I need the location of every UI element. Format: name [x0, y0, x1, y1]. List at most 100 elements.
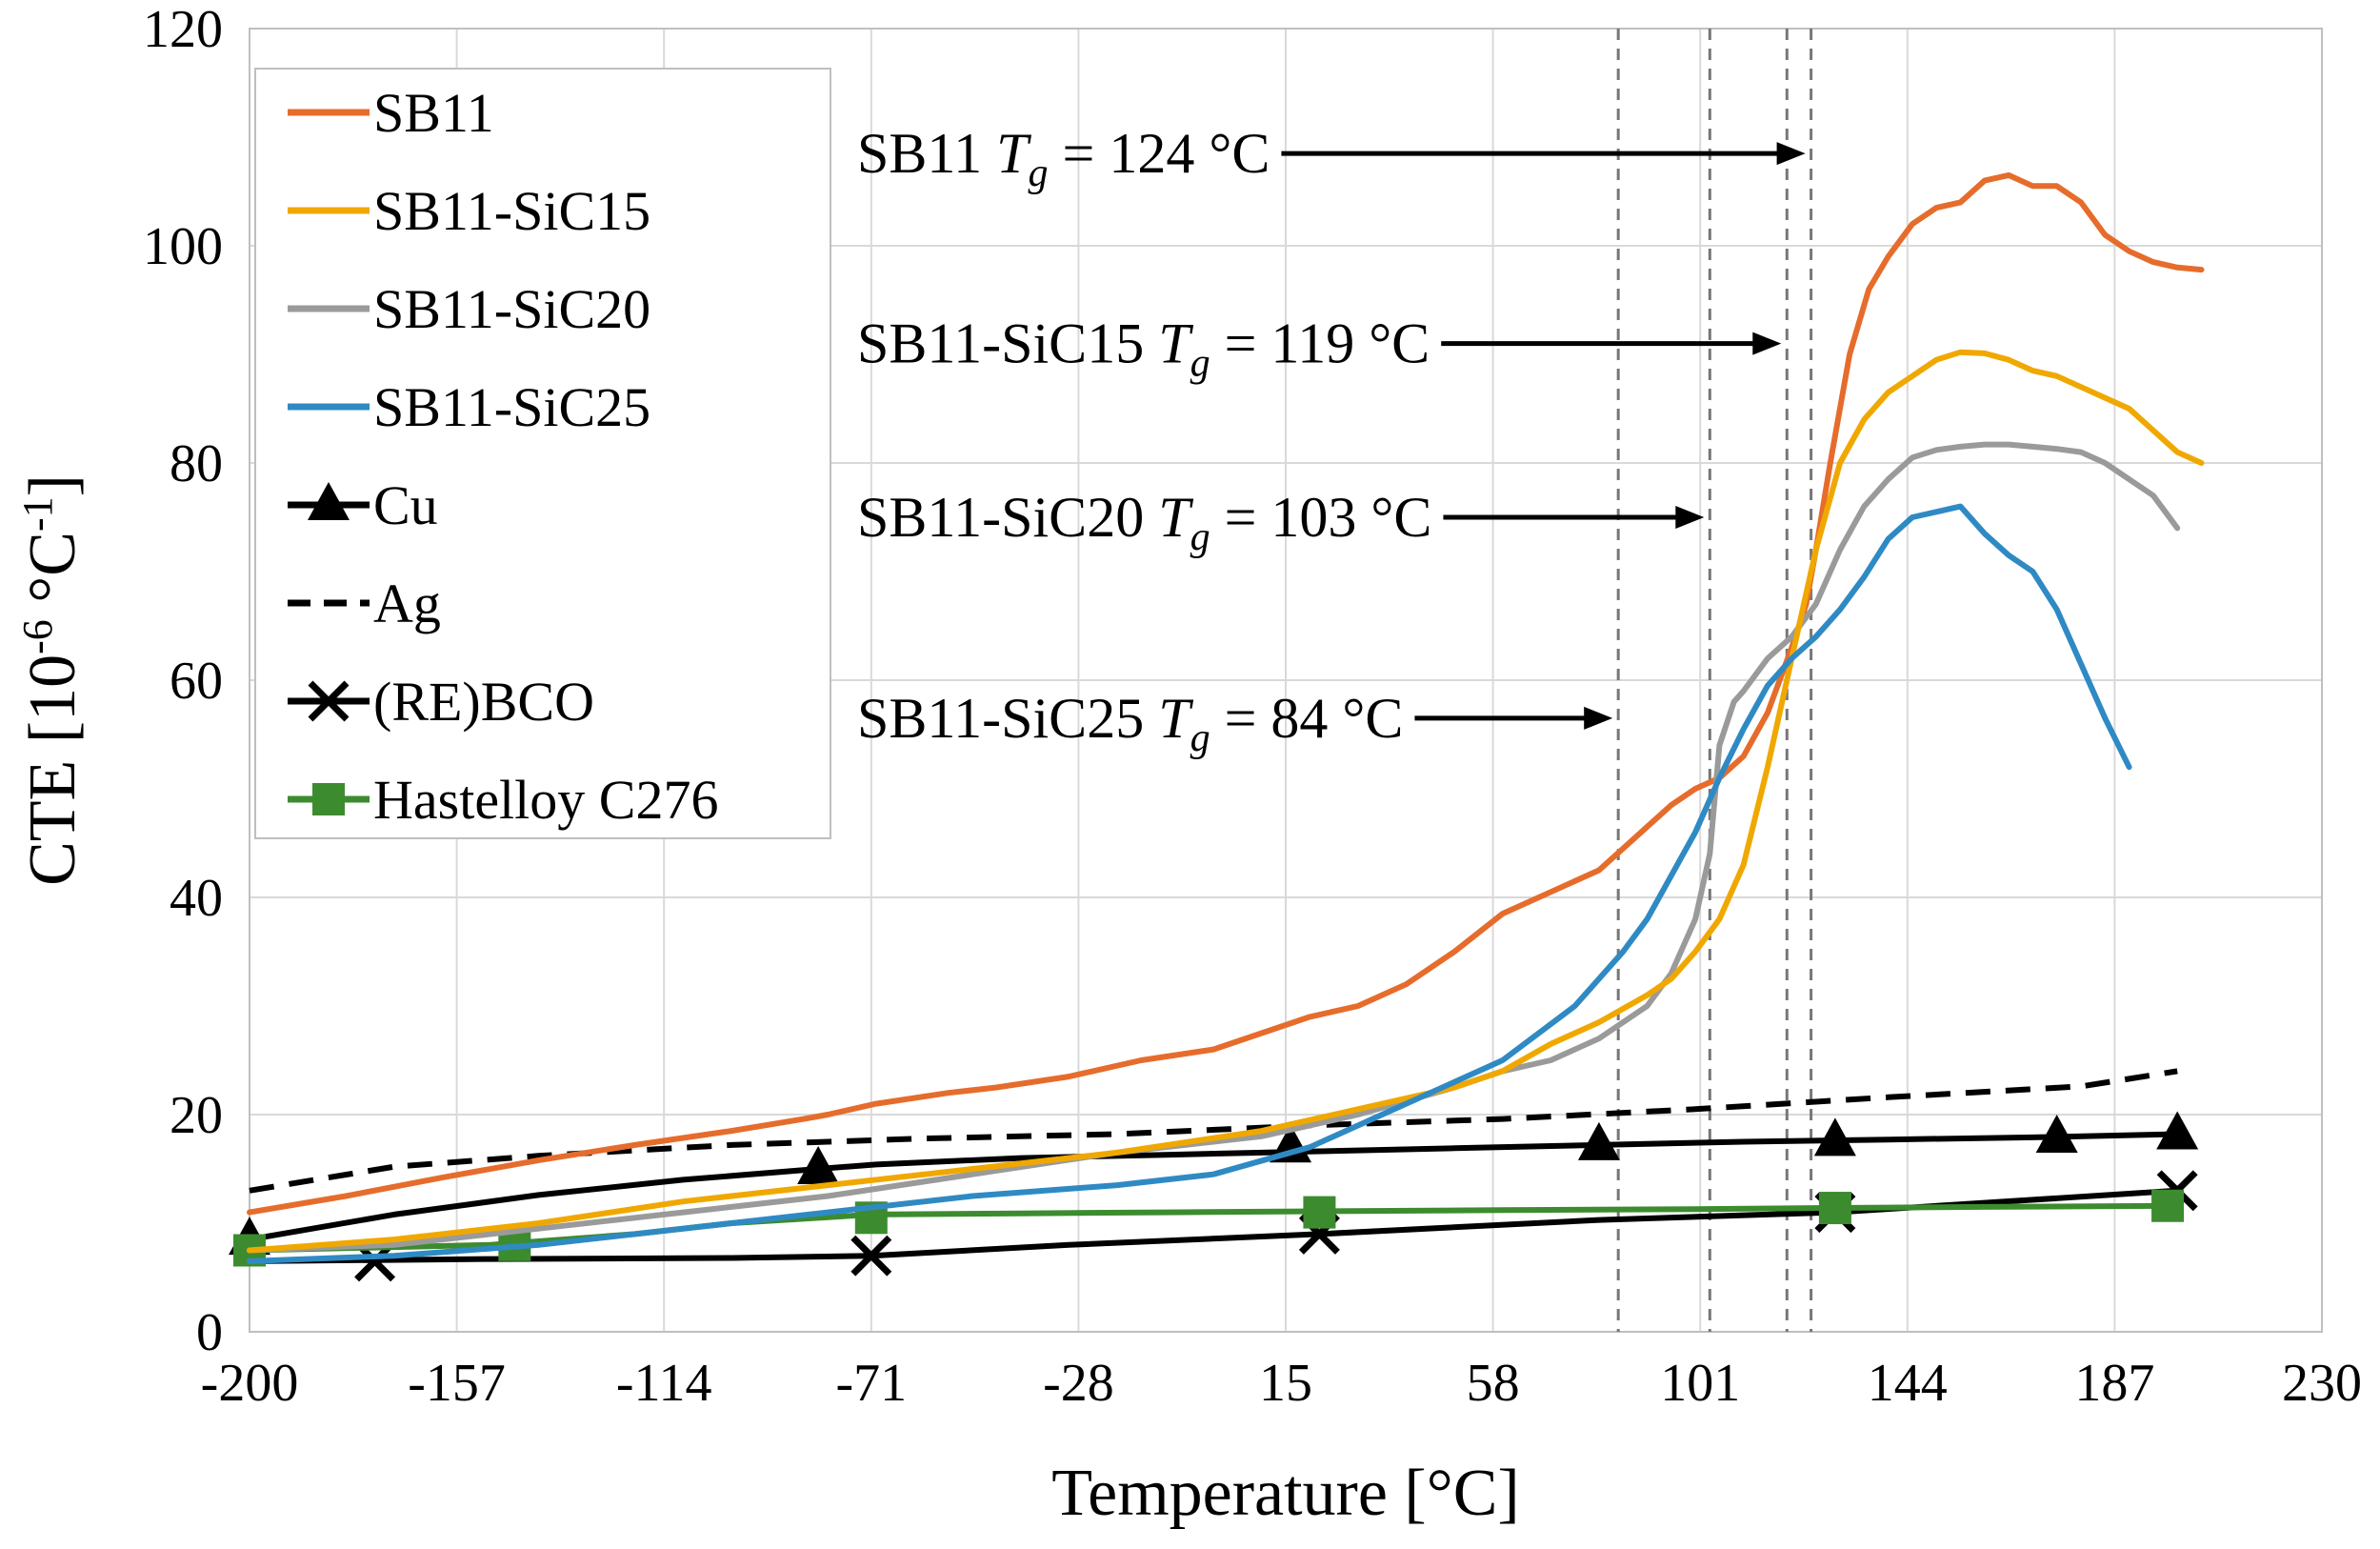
data-point-cu	[1813, 1117, 1856, 1157]
y-tick-label: 20	[170, 1086, 223, 1145]
y-tick-label: 0	[196, 1303, 223, 1362]
x-tick-label: 58	[1467, 1354, 1520, 1413]
x-tick-label: -114	[616, 1354, 712, 1413]
annotation-label: SB11-SiC20 Tg = 103 °C	[857, 486, 1431, 559]
y-axis-title-end: ]	[16, 474, 90, 496]
legend-label: SB11	[373, 82, 494, 144]
legend-label: SB11-SiC15	[373, 180, 650, 242]
legend-item-sb11-sic20: SB11-SiC20	[288, 278, 650, 340]
annotation-sb11: SB11 Tg = 124 °C	[857, 122, 1806, 195]
annotation-value: = 84 °C	[1210, 687, 1404, 750]
y-tick-label: 80	[170, 434, 223, 493]
legend-item-cu: Cu	[288, 474, 438, 536]
y-tick-label: 120	[143, 0, 223, 59]
data-point-cu	[2035, 1114, 2078, 1153]
legend-item-hastelloy-c276: Hastelloy C276	[288, 769, 718, 831]
legend: SB11 SB11-SiC15 SB11-SiC20 SB11-SiC25 Cu Ag (R…	[254, 68, 831, 839]
series-line-sb11-sic15	[247, 349, 2205, 1254]
legend-marker	[308, 482, 350, 520]
series-sb11-sic15	[247, 349, 2205, 1254]
data-point-cu	[797, 1146, 840, 1184]
x-tick-label: 187	[2074, 1354, 2154, 1413]
tg-symbol: T	[1158, 486, 1193, 549]
annotation-name: SB11-SiC20	[857, 486, 1158, 549]
tg-symbol: T	[1158, 312, 1193, 375]
annotation-sb11-sic25: SB11-SiC25 Tg = 84 °C	[857, 687, 1613, 760]
data-series	[229, 171, 2205, 1282]
legend-item-ag: Ag	[288, 573, 441, 634]
tg-subscript: g	[1029, 151, 1049, 195]
x-marker-stroke	[850, 1235, 892, 1277]
series-line-sb11	[247, 171, 2205, 1216]
legend-marker	[308, 680, 350, 722]
x-tick-label: 101	[1660, 1354, 1740, 1413]
legend-label: SB11-SiC20	[373, 278, 650, 340]
annotation-value: = 119 °C	[1210, 312, 1430, 375]
annotation-name: SB11-SiC15	[857, 312, 1158, 375]
annotation-sb11-sic15: SB11-SiC15 Tg = 119 °C	[857, 312, 1782, 386]
annotation-label: SB11 Tg = 124 °C	[857, 122, 1270, 195]
x-tick-label: -200	[201, 1354, 299, 1413]
x-axis-title: Temperature [°C]	[1051, 1457, 1519, 1530]
data-point-re-bco	[850, 1235, 892, 1277]
y-axis-ticks: 0 20 40 60 80 100 120	[143, 0, 223, 1362]
y-tick-label: 40	[170, 869, 223, 928]
plot-area-frame	[249, 28, 2323, 1333]
annotation-sb11-sic20: SB11-SiC20 Tg = 103 °C	[857, 486, 1705, 559]
x-tick-label: 144	[1868, 1354, 1948, 1413]
legend-label: Hastelloy C276	[373, 769, 718, 831]
legend-label: SB11-SiC25	[373, 376, 650, 438]
y-tick-label: 100	[143, 217, 223, 276]
data-point-cu	[1577, 1121, 1620, 1160]
data-point-cu	[2156, 1111, 2199, 1150]
legend-item-sb11-sic25: SB11-SiC25	[288, 376, 650, 438]
tg-symbol: T	[1158, 687, 1193, 750]
x-marker-stroke	[308, 680, 350, 722]
annotation-arrow-head	[1675, 506, 1705, 529]
y-axis-title-sup2: -1	[14, 496, 61, 532]
tg-subscript: g	[1190, 342, 1210, 386]
data-point-hastelloy-c276	[2151, 1189, 2185, 1222]
annotation-label: SB11-SiC25 Tg = 84 °C	[857, 687, 1403, 760]
annotation-arrow-head	[1752, 332, 1782, 355]
series-sb11	[247, 171, 2205, 1216]
y-tick-label: 60	[170, 652, 223, 711]
annotation-label: SB11-SiC15 Tg = 119 °C	[857, 312, 1430, 386]
legend-label: Ag	[373, 573, 441, 634]
legend-box	[254, 68, 831, 839]
x-tick-label: -157	[408, 1354, 506, 1413]
legend-label: (RE)BCO	[373, 671, 594, 733]
series-sb11-sic25	[247, 503, 2132, 1264]
y-axis-title-sup1: -6	[14, 619, 61, 654]
x-tick-label: -71	[835, 1354, 907, 1413]
data-point-hastelloy-c276	[1303, 1196, 1336, 1229]
annotation-arrow-head	[1584, 706, 1613, 730]
x-axis-ticks: -200 -157 -114 -71 -28 15 58 101 144 187 230	[201, 1354, 2362, 1413]
annotation-name: SB11	[857, 122, 996, 185]
y-axis-title-mid: °C	[16, 532, 90, 619]
annotation-name: SB11-SiC25	[857, 687, 1158, 750]
x-tick-label: 15	[1259, 1354, 1312, 1413]
y-axis-title: CTE [10-6 °C-1]	[14, 474, 90, 886]
tg-subscript: g	[1190, 515, 1210, 559]
x-tick-label: 230	[2282, 1354, 2362, 1413]
legend-label: Cu	[373, 474, 438, 536]
annotation-value: = 103 °C	[1210, 486, 1432, 549]
series-line-sb11-sic25	[247, 503, 2132, 1264]
legend-marker	[312, 783, 345, 815]
data-point-hastelloy-c276	[1818, 1192, 1851, 1225]
legend-item-sb11-sic15: SB11-SiC15	[288, 180, 650, 242]
tg-symbol: T	[996, 122, 1031, 185]
annotation-arrow-head	[1776, 142, 1806, 166]
series-line-ag	[249, 1068, 2178, 1194]
x-tick-label: -28	[1043, 1354, 1114, 1413]
annotation-value: = 124 °C	[1049, 122, 1270, 185]
legend-item-re-bco: (RE)BCO	[288, 671, 594, 733]
series-line-re-bco	[247, 1187, 2181, 1264]
series-ag	[249, 1068, 2178, 1194]
tg-subscript: g	[1190, 716, 1210, 760]
legend-item-sb11: SB11	[288, 82, 494, 144]
y-axis-title-main: CTE [10	[16, 654, 90, 886]
